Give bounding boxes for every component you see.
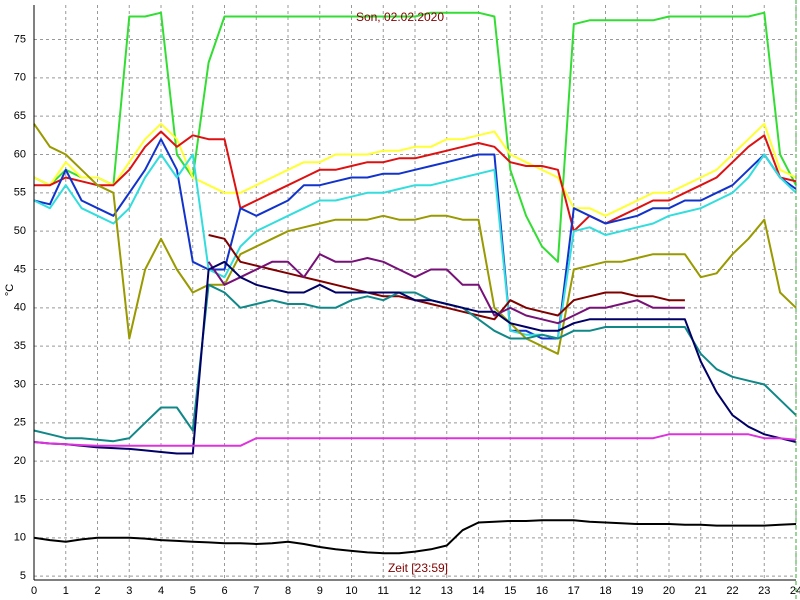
- x-tick-label: 24: [790, 585, 800, 597]
- x-tick-label: 16: [536, 585, 548, 597]
- y-tick-label: 20: [14, 455, 26, 467]
- x-tick-label: 9: [317, 585, 323, 597]
- x-tick-label: 7: [253, 585, 259, 597]
- series-line: [33, 260, 797, 455]
- x-tick-label: 5: [190, 585, 196, 597]
- x-tick-label: 15: [504, 585, 516, 597]
- x-tick-label: 4: [158, 585, 164, 597]
- y-tick-label: 60: [14, 148, 26, 160]
- y-tick-label: 30: [14, 378, 26, 390]
- chart-title: Son, 02.02.2020: [356, 10, 444, 24]
- x-tick-label: 11: [378, 585, 389, 597]
- series-line: [208, 234, 685, 321]
- x-tick-label: 22: [726, 585, 738, 597]
- x-tick-label: 8: [285, 585, 291, 597]
- y-tick-label: 5: [20, 570, 26, 582]
- x-axis-label: Zeit [23:59]: [388, 561, 448, 575]
- y-tick-label: 40: [14, 302, 26, 314]
- y-tick-label: 65: [14, 110, 26, 122]
- y-tick-label: 50: [14, 225, 26, 237]
- x-tick-label: 12: [409, 585, 421, 597]
- series-line: [33, 123, 797, 355]
- series-line: [33, 122, 797, 217]
- x-tick-label: 20: [663, 585, 675, 597]
- x-tick-label: 6: [221, 585, 227, 597]
- series-line: [33, 11, 797, 263]
- x-tick-label: 19: [631, 585, 643, 597]
- series-line: [33, 153, 797, 340]
- y-tick-label: 15: [14, 493, 26, 505]
- series-line: [33, 138, 797, 340]
- series-line: [34, 130, 797, 233]
- y-tick-label: 25: [14, 417, 26, 429]
- x-tick-label: 17: [568, 585, 580, 597]
- y-tick-label: 10: [14, 532, 26, 544]
- x-tick-label: 18: [599, 585, 611, 597]
- x-tick-label: 10: [345, 585, 357, 597]
- y-tick-label: 45: [14, 263, 26, 275]
- x-tick-label: 0: [31, 585, 37, 597]
- x-tick-label: 1: [63, 585, 69, 597]
- x-tick-label: 14: [472, 585, 484, 597]
- x-tick-label: 21: [695, 585, 707, 597]
- series-line: [33, 519, 797, 555]
- series-line: [207, 253, 685, 325]
- x-tick-label: 3: [126, 585, 132, 597]
- x-tick-label: 23: [758, 585, 770, 597]
- x-tick-label: 13: [441, 585, 453, 597]
- y-tick-label: 70: [14, 72, 26, 84]
- series-line: [33, 433, 797, 447]
- y-tick-label: 55: [14, 187, 26, 199]
- x-tick-label: 2: [94, 585, 100, 597]
- y-axis-label: °C: [4, 284, 16, 296]
- series-line: [33, 283, 797, 443]
- y-tick-label: 75: [14, 33, 26, 45]
- y-tick-label: 35: [14, 340, 26, 352]
